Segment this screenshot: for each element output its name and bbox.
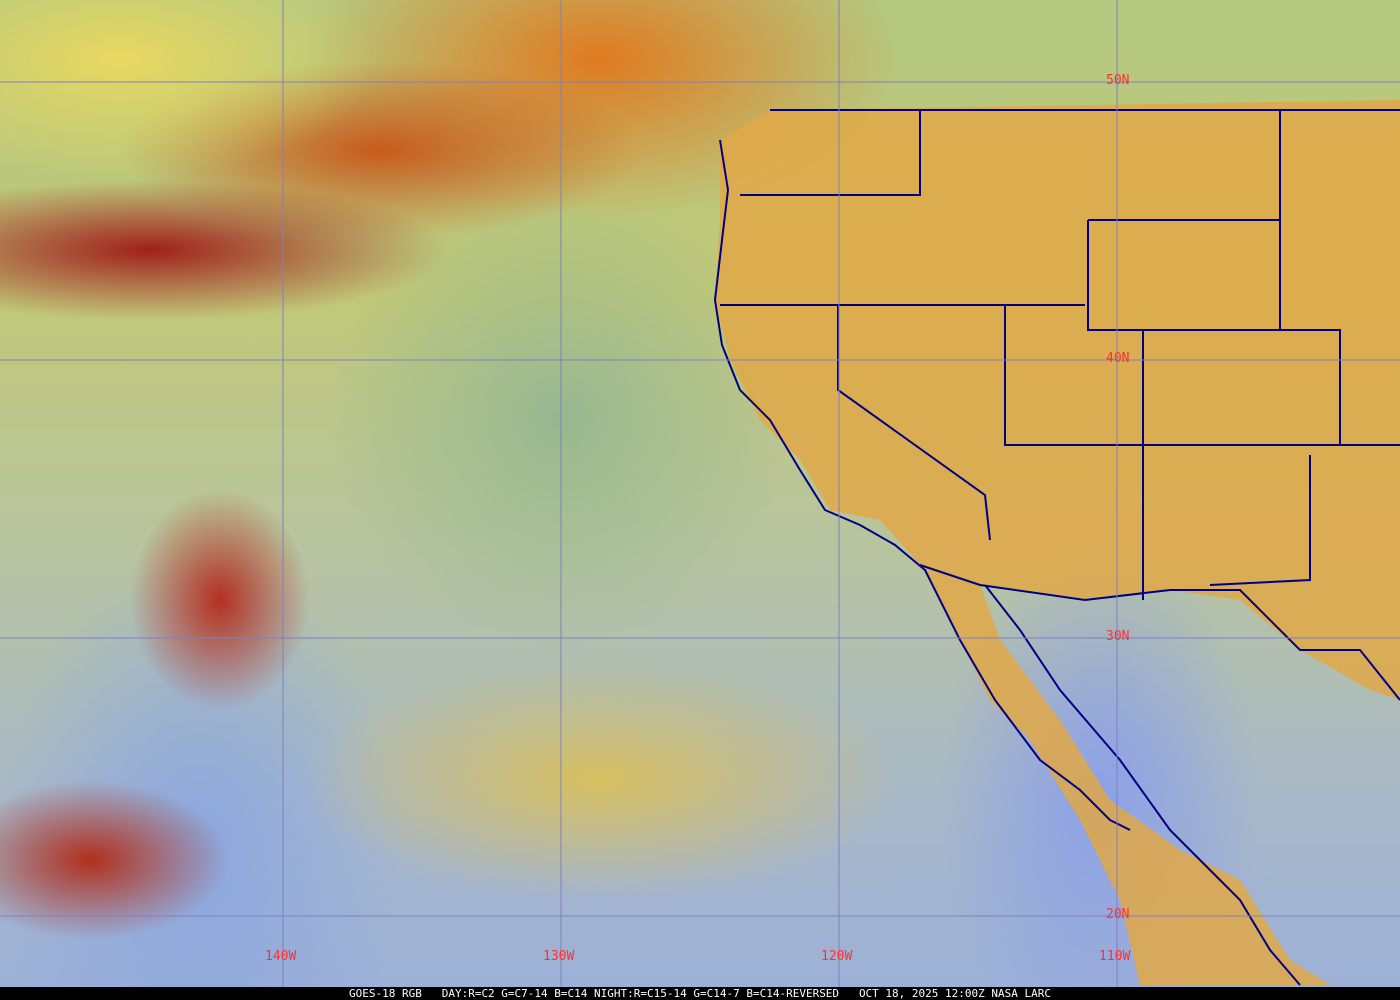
mexico-border	[919, 564, 1400, 701]
coastline	[713, 139, 1131, 831]
latitude-label: 30N	[1106, 629, 1130, 644]
latitude-label: 40N	[1106, 351, 1130, 366]
rgb-recipe: DAY:R=C2 G=C7-14 B=C14 NIGHT:R=C15-14 G=…	[441, 987, 840, 1000]
state-line	[1279, 110, 1341, 445]
longitude-label: 130W	[543, 949, 575, 964]
state-line	[740, 110, 921, 196]
longitude-label: 110W	[1099, 949, 1131, 964]
satellite-name: GOES-18 RGB	[348, 987, 422, 1000]
state-line	[1209, 455, 1311, 586]
boundaries	[713, 109, 1400, 986]
state-line	[1004, 305, 1400, 446]
state-line	[837, 305, 991, 541]
latitude-label: 20N	[1106, 907, 1130, 922]
land-region	[715, 100, 1400, 985]
image-datetime: OCT 18, 2025 12:00Z	[858, 987, 985, 1000]
latitude-label: 50N	[1106, 73, 1130, 88]
image-caption: GOES-18 RGB DAY:R=C2 G=C7-14 B=C14 NIGHT…	[0, 987, 1400, 1000]
longitude-label: 120W	[821, 949, 853, 964]
coastline-mainland-mexico	[984, 584, 1301, 986]
image-source: NASA LARC	[991, 987, 1052, 1000]
longitude-label: 140W	[265, 949, 297, 964]
